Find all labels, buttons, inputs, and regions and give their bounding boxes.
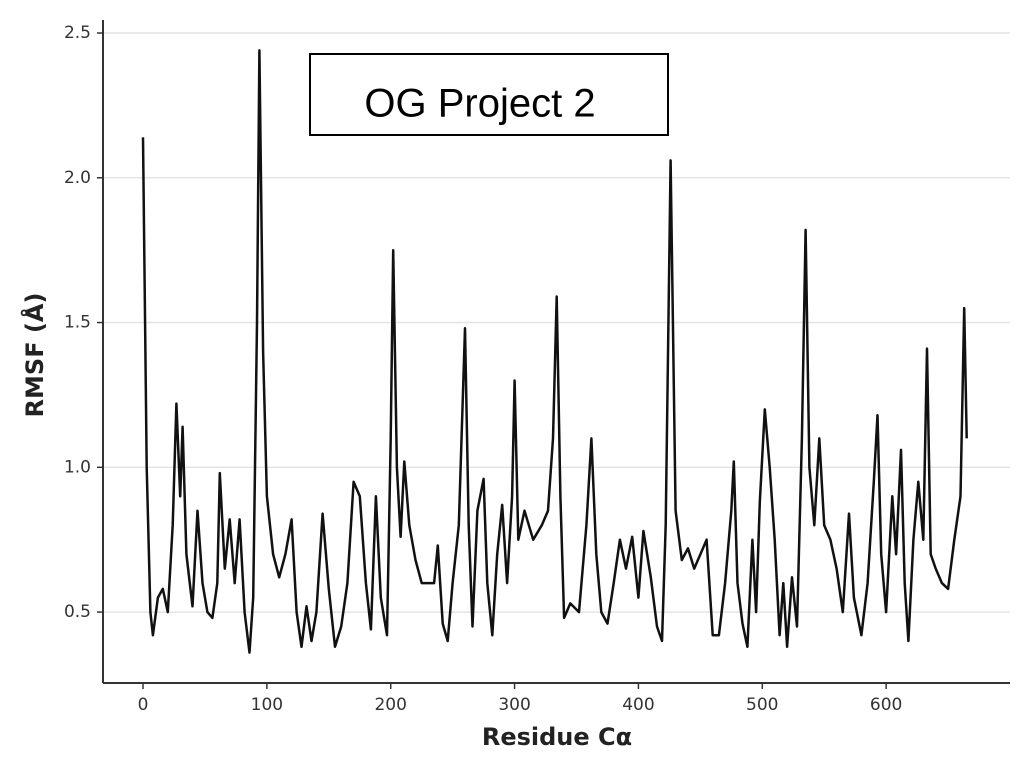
- annotation: OG Project 2: [364, 82, 595, 126]
- y-tick-label: 2.5: [64, 23, 91, 43]
- x-tick-label: 600: [870, 695, 902, 715]
- x-tick-label: 500: [746, 695, 778, 715]
- x-axis-label: Residue Cα: [482, 723, 632, 751]
- x-tick-label: 0: [138, 695, 149, 715]
- y-axis-label: RMSF (Å): [20, 293, 49, 418]
- y-tick-label: 2.0: [64, 168, 91, 188]
- x-tick-label: 400: [622, 695, 654, 715]
- y-tick-label: 1.5: [64, 313, 91, 333]
- rmsf-line: [141, 49, 968, 654]
- y-tick-label: 1.0: [64, 457, 91, 477]
- x-tick-label: 100: [251, 695, 283, 715]
- x-tick-label: 200: [374, 695, 406, 715]
- annotation-box: [309, 53, 669, 136]
- x-tick-label: 300: [498, 695, 530, 715]
- y-tick-label: 0.5: [64, 602, 91, 622]
